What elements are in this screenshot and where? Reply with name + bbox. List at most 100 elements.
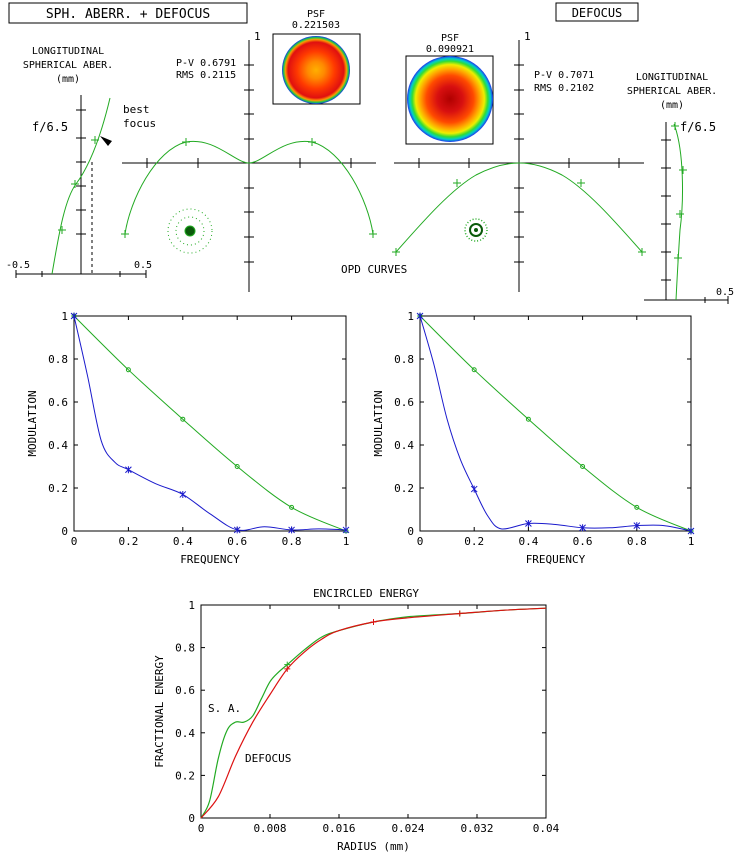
mtf-left-plot-frame xyxy=(73,315,347,532)
mtf-left-diffraction-point xyxy=(125,367,131,373)
mtf-left-xtick-label: 0.8 xyxy=(282,535,302,548)
opd-right-markers xyxy=(392,179,646,256)
mtf-right-aberrated-point xyxy=(579,524,586,532)
mtf-right-ytick-label: 0 xyxy=(407,525,414,538)
left-title-text: SPH. ABERR. + DEFOCUS xyxy=(46,7,210,22)
mtf-left-ytick-label: 0.8 xyxy=(48,353,68,366)
ee-xlabel: RADIUS (mm) xyxy=(337,840,410,853)
mtf-right-plot-frame xyxy=(419,315,692,532)
stats-left-rms: RMS 0.2115 xyxy=(176,70,236,81)
opd-left-curve xyxy=(124,140,374,235)
ee-ylabel: FRACTIONAL ENERGY xyxy=(153,655,166,768)
ee-series-sa-label: S. A. xyxy=(208,702,241,715)
right-title-text: DEFOCUS xyxy=(572,6,623,20)
mtf-right-ytick-label: 0.8 xyxy=(394,353,414,366)
mtf-right-series-diffraction xyxy=(419,315,692,532)
mtf-left-chart: 0 0.2 0.4 0.6 0.8 1 0 0.2 0.4 0.6 0.8 1 FREQUENCY MOD… xyxy=(26,310,350,566)
mtf-left-ytick-label: 0 xyxy=(61,525,68,538)
psf-right-label: PSF xyxy=(441,33,459,44)
lsa-left-best-focus-1: best xyxy=(123,103,150,116)
psf-left-value: 0.221503 xyxy=(292,20,340,31)
opd-right-curve xyxy=(395,162,643,253)
mtf-right-aberrated-point xyxy=(687,527,695,535)
ee-defocus-marker xyxy=(456,610,463,617)
ee-ytick-label: 0.8 xyxy=(175,642,195,655)
mtf-left-aberrated-point xyxy=(70,312,78,320)
mtf-right-xtick-label: 0.2 xyxy=(464,535,484,548)
right-title-box: DEFOCUS xyxy=(555,2,639,22)
mtf-right-ytick-label: 1 xyxy=(407,310,414,323)
ee-xtick-label: 0.008 xyxy=(253,822,286,835)
mtf-left-aberrated-point xyxy=(179,490,187,498)
spot-right-core xyxy=(474,228,478,232)
right-title-frame xyxy=(555,2,639,22)
ee-series-sa xyxy=(200,607,547,819)
spot-right-ring-inner xyxy=(469,223,483,237)
lsa-left-tick-min: -0.5 xyxy=(6,260,30,271)
left-title-frame xyxy=(8,2,248,24)
mtf-left-xtick-label: 0 xyxy=(71,535,78,548)
lsa-right-markers xyxy=(671,122,687,262)
opd-left: 1 xyxy=(121,30,377,292)
lsa-right-tick-max: 0.5 xyxy=(716,287,734,298)
lsa-left-best-focus-2: focus xyxy=(123,117,156,130)
spot-left-ring-mid xyxy=(175,216,205,246)
mtf-left-aberrated-point xyxy=(125,466,132,474)
lsa-left-arrow-icon xyxy=(100,136,112,146)
ee-ytick-label: 0.6 xyxy=(175,684,195,697)
mtf-right-ytick-label: 0.4 xyxy=(394,439,414,452)
psf-right-spot xyxy=(407,56,493,142)
opd-left-markers xyxy=(121,138,377,238)
lsa-right-title-1: LONGITUDINAL xyxy=(636,72,708,83)
ee-series-defocus xyxy=(200,607,547,819)
psf-left-spot xyxy=(282,36,350,104)
mtf-right-xtick-label: 1 xyxy=(688,535,695,548)
opd-right: 1 OPD CURVES xyxy=(341,30,646,292)
mtf-right-aberrated-point xyxy=(525,519,532,527)
left-title-box: SPH. ABERR. + DEFOCUS xyxy=(8,2,248,24)
ee-xtick-label: 0.024 xyxy=(391,822,424,835)
ee-title: ENCIRCLED ENERGY xyxy=(313,587,419,600)
lsa-right-title-2: SPHERICAL ABER. xyxy=(627,86,717,97)
spot-left-core xyxy=(184,225,196,237)
mtf-right-xlabel: FREQUENCY xyxy=(526,553,586,566)
mtf-right-xtick-label: 0.4 xyxy=(518,535,538,548)
lsa-left-title-2: SPHERICAL ABER. xyxy=(23,60,113,71)
mtf-left-diffraction-point xyxy=(289,504,295,510)
mtf-right-xtick-label: 0.6 xyxy=(573,535,593,548)
lsa-right-ticks xyxy=(661,139,729,304)
psf-left-label: PSF xyxy=(307,9,325,20)
mtf-left-xtick-label: 0.4 xyxy=(173,535,193,548)
mtf-left-aberrated-point xyxy=(342,526,350,534)
mtf-left-diffraction-point xyxy=(234,464,240,469)
stats-left-pv: P-V 0.6791 xyxy=(176,58,236,69)
encircled-energy-chart: ENCIRCLED ENERGY S. A. DEFOCUS 0 0.008 0.0… xyxy=(153,587,560,853)
ee-xtick-label: 0.04 xyxy=(533,822,560,835)
opd-right-ticks xyxy=(418,64,620,263)
lsa-right-curve xyxy=(673,123,683,301)
mtf-right-aberrated-point xyxy=(416,312,424,320)
ee-defocus-marker xyxy=(284,665,291,672)
ee-ytick-label: 1 xyxy=(188,599,195,612)
ee-defocus-marker xyxy=(370,619,377,626)
spot-left-ring-outer xyxy=(167,208,213,254)
mtf-right-diffraction-point xyxy=(471,367,477,373)
lsa-left-title-1: LONGITUDINAL xyxy=(32,46,104,57)
lsa-right: LONGITUDINAL SPHERICAL ABER. (mm) f/6.5 … xyxy=(627,72,734,304)
mtf-left-ytick-label: 0.2 xyxy=(48,482,68,495)
mtf-right-xtick-label: 0.8 xyxy=(627,535,647,548)
ee-ytick-label: 0 xyxy=(188,812,195,825)
psf-left: PSF 0.221503 xyxy=(272,9,361,105)
lsa-right-title-3: (mm) xyxy=(660,100,684,111)
mtf-left-series-diffraction xyxy=(73,315,347,532)
stats-right-pv: P-V 0.7071 xyxy=(534,70,594,81)
opd-left-ticks xyxy=(146,64,352,263)
mtf-right-ytick-label: 0.2 xyxy=(394,482,414,495)
mtf-right-ylabel: MODULATION xyxy=(372,390,385,456)
mtf-left-xlabel: FREQUENCY xyxy=(180,553,240,566)
lsa-right-fnum: f/6.5 xyxy=(680,120,716,134)
ee-ytick-label: 0.4 xyxy=(175,727,195,740)
mtf-left-ytick-label: 0.4 xyxy=(48,439,68,452)
lsa-left-markers xyxy=(58,136,99,234)
lsa-left-fnum: f/6.5 xyxy=(32,120,68,134)
